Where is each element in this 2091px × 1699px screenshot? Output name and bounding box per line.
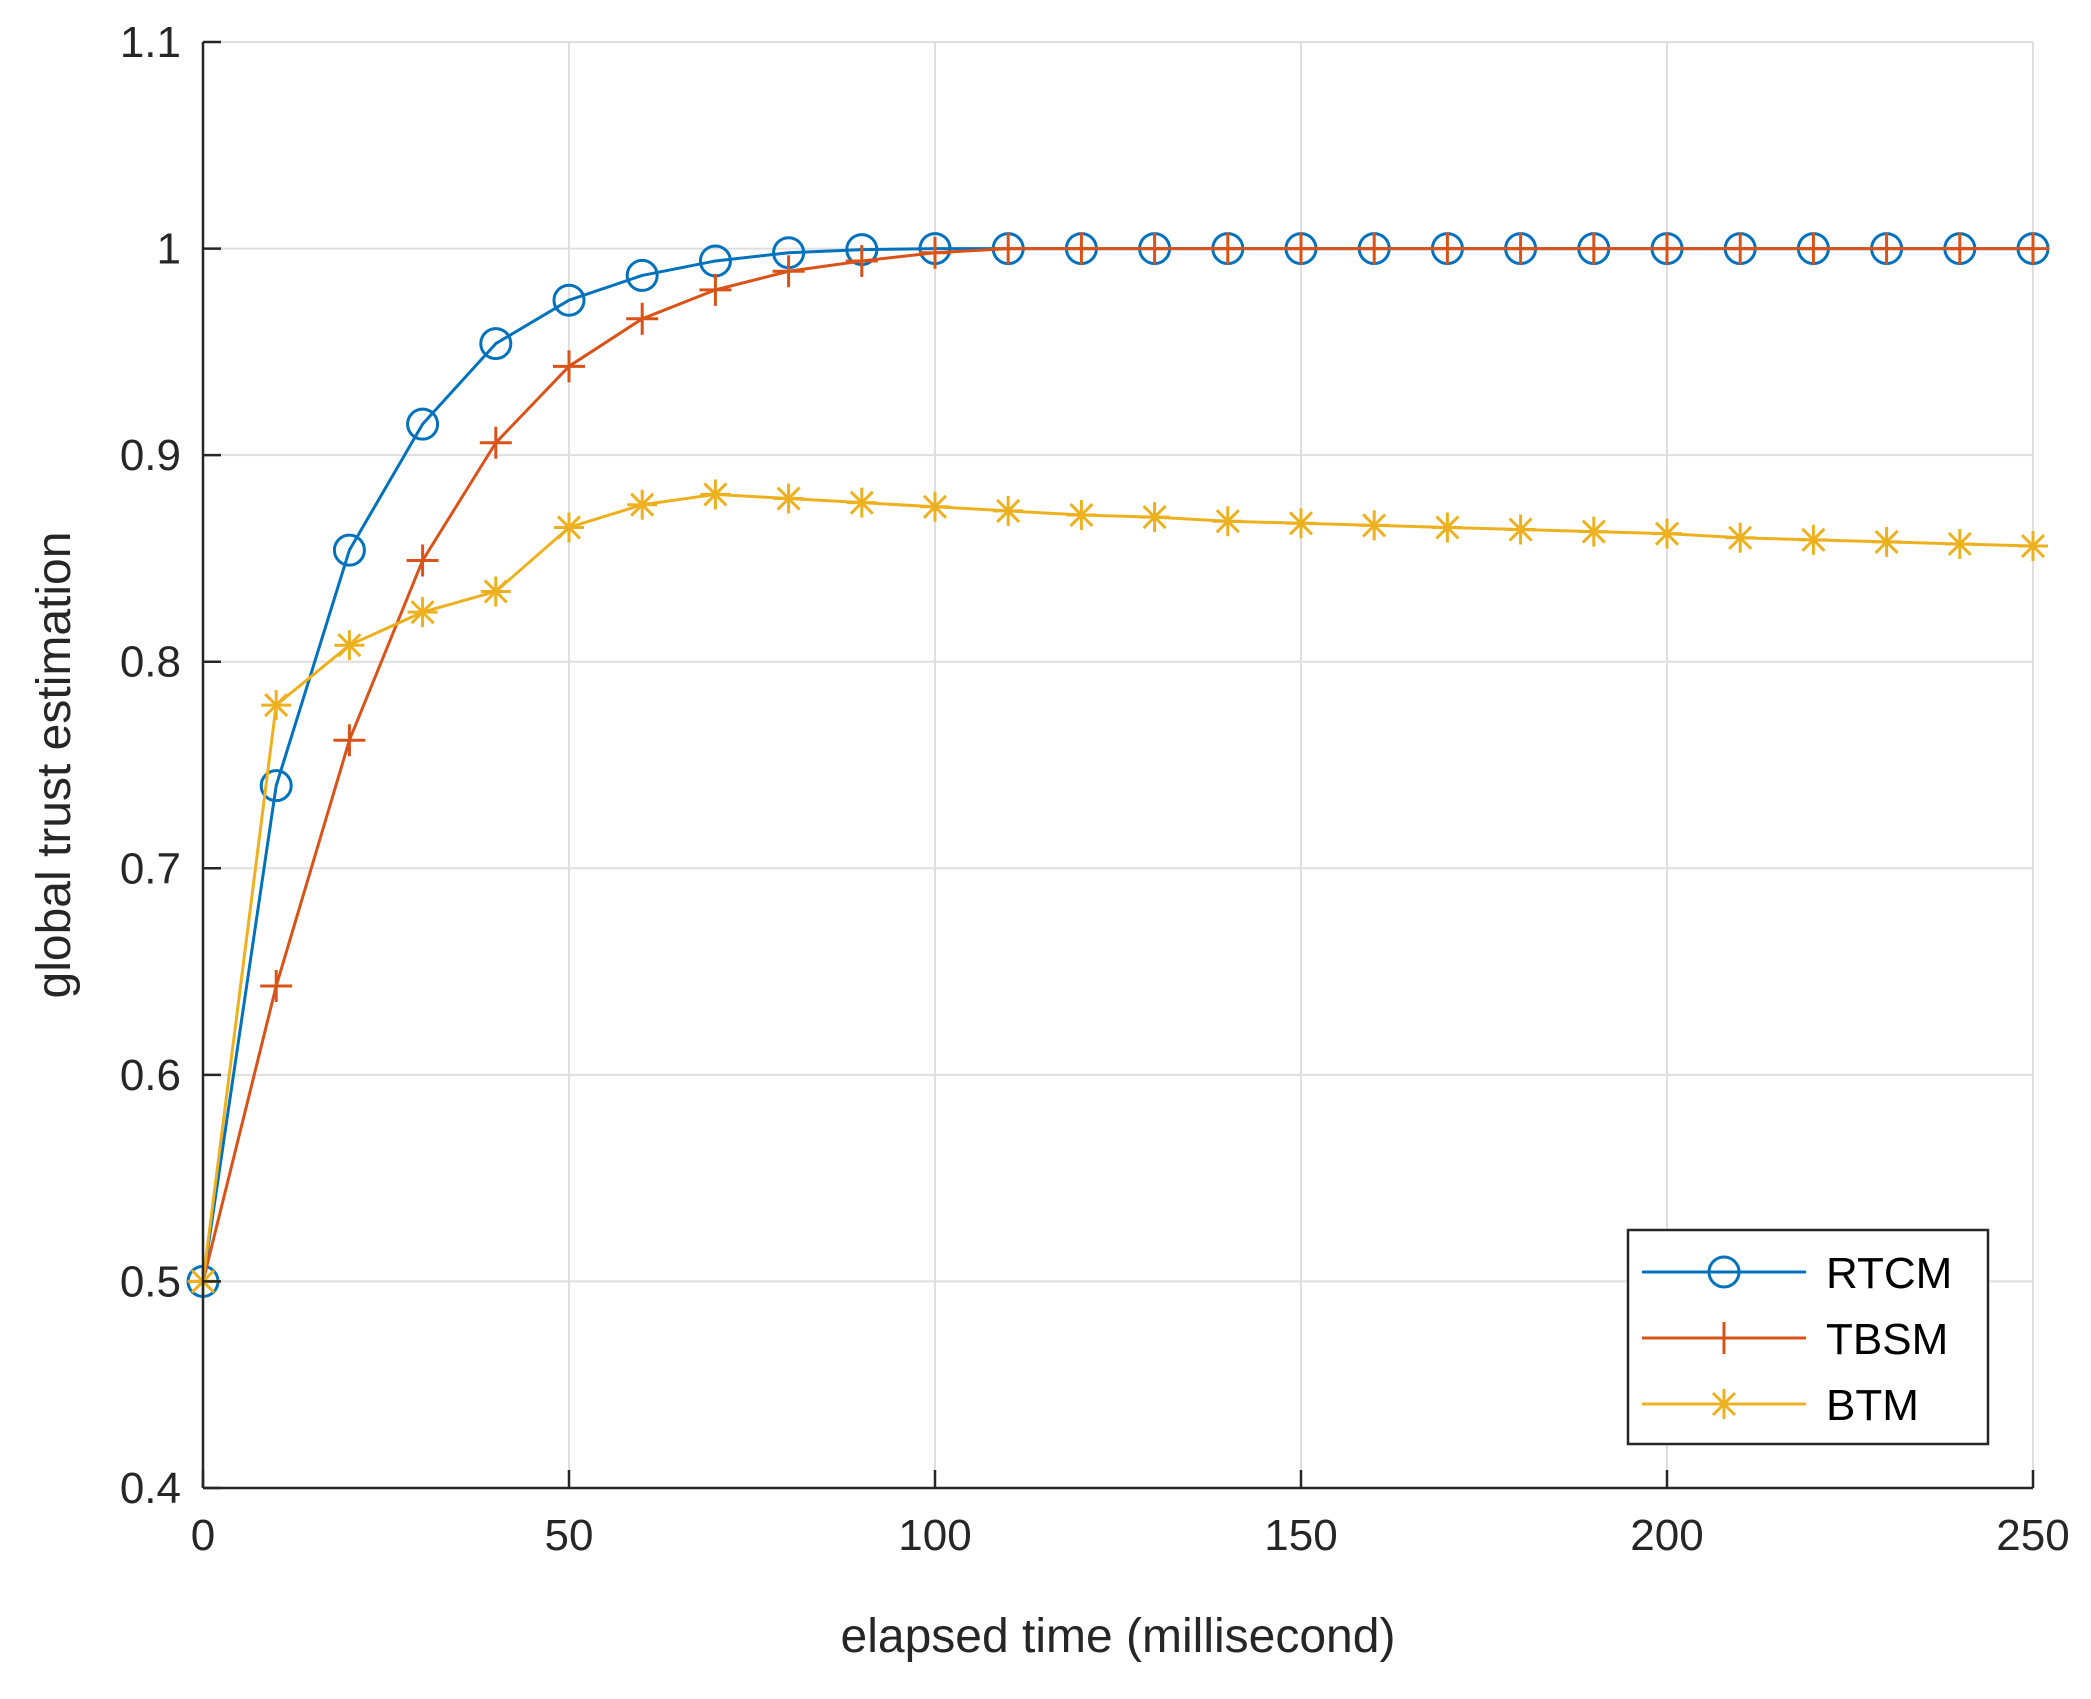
data-point-btm xyxy=(261,690,292,721)
legend-marker-circle-icon xyxy=(1707,1255,1741,1289)
x-tick-label: 100 xyxy=(898,1511,971,1560)
data-point-btm xyxy=(773,483,804,514)
data-point-btm xyxy=(1871,526,1902,557)
data-point-tbsm xyxy=(1065,232,1098,265)
data-point-tbsm xyxy=(1724,232,1757,265)
y-tick-label: 0.6 xyxy=(120,1051,181,1100)
legend-marker-plus-icon xyxy=(1708,1322,1740,1354)
data-point-tbsm xyxy=(1285,232,1317,265)
data-point-btm xyxy=(846,487,877,518)
data-point-rtcm xyxy=(479,327,513,361)
data-point-tbsm xyxy=(699,273,732,306)
data-point-btm xyxy=(920,491,950,522)
data-point-tbsm xyxy=(1943,232,1976,265)
data-point-btm xyxy=(1432,512,1463,543)
data-point-btm xyxy=(1066,500,1097,531)
data-point-tbsm xyxy=(919,236,951,269)
data-point-btm xyxy=(1286,508,1316,539)
grid xyxy=(202,41,2034,1489)
data-point-tbsm xyxy=(992,232,1025,265)
data-point-btm xyxy=(627,489,658,520)
data-point-rtcm xyxy=(552,283,586,317)
data-point-tbsm xyxy=(1577,232,1610,265)
data-point-tbsm xyxy=(772,255,805,288)
x-tick-label: 250 xyxy=(1996,1511,2069,1560)
data-point-btm xyxy=(334,630,365,661)
data-point-tbsm xyxy=(1504,232,1537,265)
y-tick-label: 0.9 xyxy=(120,431,181,480)
data-point-btm xyxy=(407,597,438,628)
data-point-tbsm xyxy=(1431,232,1464,265)
tick-labels: 0 50 100 150 200 250 0.4 0.5 0.6 0.7 0.8 0.9 1 1.1 xyxy=(120,18,2070,1560)
data-point-tbsm xyxy=(845,244,878,277)
data-point-tbsm xyxy=(1797,232,1830,265)
data-point-btm xyxy=(993,495,1024,526)
x-tick-label: 50 xyxy=(545,1511,594,1560)
legend-entry-btm: BTM xyxy=(1642,1381,1919,1430)
legend-marker-asterisk-icon xyxy=(1709,1389,1739,1419)
data-point-tbsm xyxy=(260,970,293,1003)
data-point-rtcm xyxy=(406,407,440,441)
y-tick-label: 1.1 xyxy=(120,18,181,67)
series-layer xyxy=(186,232,2050,1298)
y-axis-title: global trust estimation xyxy=(28,532,81,999)
data-point-tbsm xyxy=(553,350,585,383)
data-point-btm xyxy=(2018,531,2048,562)
data-point-btm xyxy=(1725,522,1756,553)
data-point-btm xyxy=(1505,514,1536,545)
data-point-tbsm xyxy=(626,302,659,335)
data-point-tbsm xyxy=(1211,232,1244,265)
x-tick-label: 200 xyxy=(1630,1511,1703,1560)
y-tick-label: 0.7 xyxy=(120,844,181,893)
legend-entry-rtcm: RTCM xyxy=(1642,1249,1952,1298)
data-point-tbsm xyxy=(406,544,439,577)
data-point-rtcm xyxy=(625,258,659,292)
data-point-tbsm xyxy=(2017,232,2049,265)
legend: RTCM TBSM BTM xyxy=(1626,1228,1990,1446)
data-point-btm xyxy=(480,576,511,607)
data-point-tbsm xyxy=(479,426,512,459)
data-point-btm xyxy=(1139,502,1170,533)
data-point-tbsm xyxy=(1651,232,1683,265)
legend-label: TBSM xyxy=(1826,1315,1948,1364)
legend-label: RTCM xyxy=(1826,1249,1952,1298)
data-point-btm xyxy=(554,512,584,543)
data-point-btm xyxy=(1798,524,1829,555)
series-tbsm xyxy=(187,232,2049,1298)
data-point-btm xyxy=(1212,506,1243,537)
legend-entry-tbsm: TBSM xyxy=(1642,1315,1948,1364)
data-point-tbsm xyxy=(333,724,366,757)
series-btm xyxy=(188,479,2048,1297)
data-point-rtcm xyxy=(332,533,366,567)
x-tick-label: 0 xyxy=(191,1511,215,1560)
legend-label: BTM xyxy=(1826,1381,1919,1430)
data-point-rtcm xyxy=(259,769,293,803)
data-point-btm xyxy=(1944,528,1975,559)
x-tick-label: 150 xyxy=(1264,1511,1337,1560)
data-point-btm xyxy=(1578,516,1609,547)
data-point-tbsm xyxy=(1870,232,1903,265)
axes xyxy=(201,40,2035,1490)
data-point-btm xyxy=(1359,510,1390,541)
x-axis-title: elapsed time (millisecond) xyxy=(841,1610,1396,1663)
y-tick-label: 0.4 xyxy=(120,1464,181,1513)
data-point-btm xyxy=(1652,518,1682,549)
y-tick-label: 0.8 xyxy=(120,638,181,687)
data-point-btm xyxy=(700,479,731,510)
data-point-tbsm xyxy=(1358,232,1391,265)
data-point-tbsm xyxy=(1138,232,1171,265)
y-tick-label: 1 xyxy=(157,225,181,274)
y-tick-label: 0.5 xyxy=(120,1257,181,1306)
